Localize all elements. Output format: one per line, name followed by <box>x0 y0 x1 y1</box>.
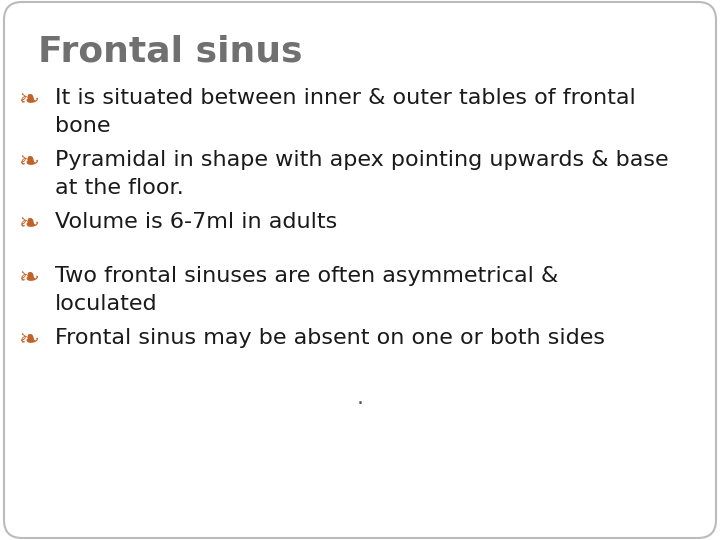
Text: Pyramidal in shape with apex pointing upwards & base: Pyramidal in shape with apex pointing up… <box>55 150 669 170</box>
Text: at the floor.: at the floor. <box>55 178 184 198</box>
FancyBboxPatch shape <box>4 2 716 538</box>
Text: ❧: ❧ <box>18 88 39 112</box>
Text: Two frontal sinuses are often asymmetrical &: Two frontal sinuses are often asymmetric… <box>55 266 558 286</box>
Text: ❧: ❧ <box>18 266 39 290</box>
Text: loculated: loculated <box>55 294 158 314</box>
Text: ❧: ❧ <box>18 328 39 352</box>
Text: ❧: ❧ <box>18 212 39 236</box>
Text: ❧: ❧ <box>18 150 39 174</box>
Text: Volume is 6-7ml in adults: Volume is 6-7ml in adults <box>55 212 337 232</box>
Text: Frontal sinus may be absent on one or both sides: Frontal sinus may be absent on one or bo… <box>55 328 605 348</box>
Text: It is situated between inner & outer tables of frontal: It is situated between inner & outer tab… <box>55 88 636 108</box>
Text: bone: bone <box>55 116 110 136</box>
Text: Frontal sinus: Frontal sinus <box>38 35 302 69</box>
Text: .: . <box>356 388 364 408</box>
